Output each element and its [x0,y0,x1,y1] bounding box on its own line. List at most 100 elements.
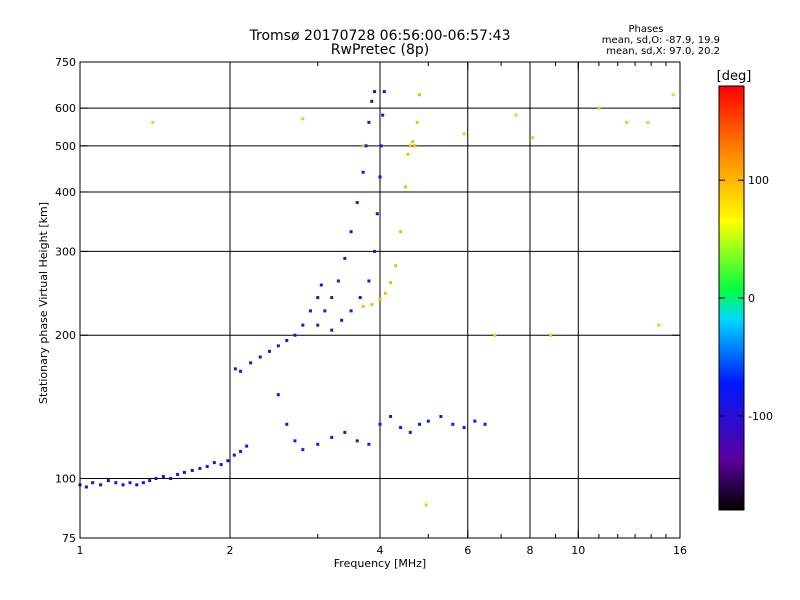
data-point [84,485,88,489]
colorbar-label: [deg] [717,69,752,84]
data-point [361,144,365,148]
data-point [364,144,368,148]
y-tick-label: 500 [55,140,76,153]
data-points [78,90,675,507]
data-point [285,338,289,342]
data-point [176,472,180,476]
data-point [301,117,305,121]
data-point [135,483,139,487]
data-point [148,479,152,483]
data-point [212,461,216,465]
data-point [219,463,223,467]
x-tick-label: 4 [377,544,384,557]
data-point [493,333,497,337]
data-point [378,422,382,426]
data-point [439,414,443,418]
data-point [399,425,403,429]
data-point [232,453,236,457]
data-point [383,291,387,295]
data-point [657,323,661,327]
data-point [330,296,334,300]
data-point [361,304,365,308]
data-point [394,264,398,268]
data-point [381,113,385,117]
data-point [417,422,421,426]
colorbar-tick-label: -100 [748,410,773,423]
x-tick-label: 10 [571,544,585,557]
data-point [182,470,186,474]
data-point [417,93,421,97]
data-point [343,430,347,434]
data-point [389,281,393,285]
x-tick-label: 1 [77,544,84,557]
data-point [141,481,145,485]
data-point [370,303,374,307]
y-tick-label: 75 [62,532,76,545]
x-tick-label: 8 [527,544,534,557]
data-point [276,344,280,348]
data-point [473,419,477,423]
data-point [316,323,320,327]
data-point [106,479,110,483]
x-tick-label: 2 [227,544,234,557]
colorbar-tick-label: 0 [748,292,755,305]
data-point [293,439,297,443]
y-tick-label: 600 [55,102,76,115]
data-point [330,328,334,332]
x-axis-ticks: 1 2 4 6 8 10 16 [77,62,687,557]
data-point [531,136,535,140]
data-point [367,279,371,283]
data-point [671,93,675,97]
data-point [646,120,650,124]
data-point [382,90,386,94]
data-point [370,99,374,103]
data-point [411,140,415,144]
data-point [597,106,601,110]
data-point [549,333,553,337]
chart-title: Tromsø 20170728 06:56:00-06:57:43 [249,28,511,44]
data-point [205,464,209,468]
data-point [373,90,377,94]
data-point [308,309,312,313]
data-point [378,175,382,179]
y-tick-label: 100 [55,473,76,486]
chart-subtitle: RwPretec (8p) [331,42,429,58]
y-tick-label: 200 [55,329,76,342]
data-point [285,422,289,426]
data-point [378,297,382,301]
data-point [233,367,237,371]
data-point [239,449,243,453]
data-point [91,481,95,485]
data-point [198,466,202,470]
y-tick-label: 400 [55,186,76,199]
data-point [128,481,132,485]
data-point [239,369,243,373]
data-point [462,132,466,136]
y-axis-ticks: 75 100 200 300 400 500 600 750 [55,56,680,545]
data-point [293,333,297,337]
colorbar-tick-label: 100 [748,174,769,187]
data-point [361,170,365,174]
data-point [301,448,305,452]
data-point [258,355,262,359]
data-point [349,230,353,234]
data-point [340,318,344,322]
data-point [355,201,359,205]
data-point [367,120,371,124]
data-point [379,144,383,148]
data-point [625,120,629,124]
data-point [406,152,410,156]
y-tick-label: 300 [55,245,76,258]
phase-stats-title: Phases [628,24,663,35]
data-point [169,477,173,481]
data-point [190,468,194,472]
data-point [413,144,417,148]
phase-stats-o: mean, sd,O: -87.9, 19.9 [602,35,720,46]
data-point [415,120,419,124]
data-point [355,439,359,443]
y-tick-label: 750 [55,56,76,69]
data-point [154,477,158,481]
data-point [99,483,103,487]
data-point [349,309,353,313]
phase-stats-x: mean, sd,X: 97.0, 20.2 [606,46,720,57]
